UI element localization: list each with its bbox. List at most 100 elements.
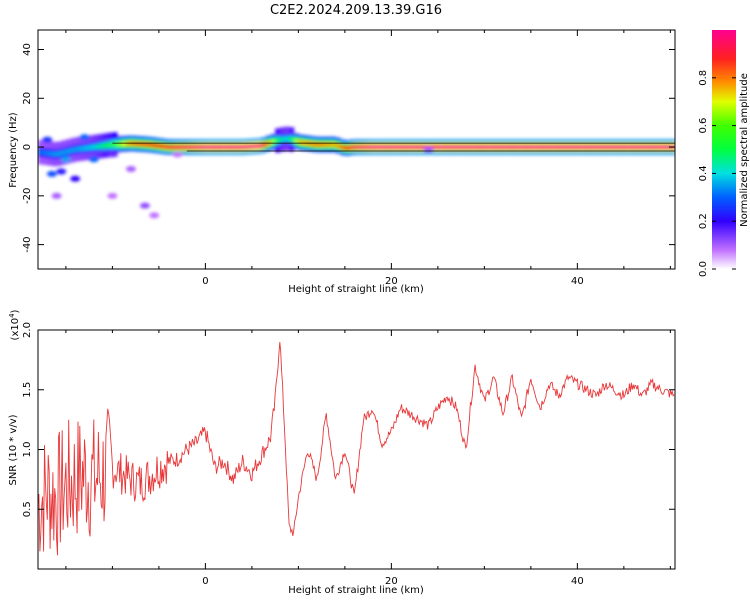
spectrogram-cell-core (112, 142, 118, 147)
spectrogram-cell-core (42, 150, 48, 156)
snr-marks (38, 335, 675, 556)
spectrogram-noise-blob (139, 202, 150, 209)
spectrogram-cell-core (307, 141, 313, 146)
colorbar-tick-label: 0.8 (698, 70, 709, 86)
snr-data-point (223, 461, 224, 462)
spectrogram-cell-core (47, 151, 53, 156)
snr-data-point (130, 479, 131, 480)
spectrogram-cell-core (544, 144, 551, 150)
colorbar-tick-label: 0.0 (698, 261, 709, 277)
snr-panel: 0 20 40 0.5 1.0 1.5 2.0 Height of straight lin… (8, 309, 676, 596)
spectrogram-cell-core (391, 144, 397, 150)
spectrogram-cell-core (396, 144, 402, 150)
snr-data-point (251, 473, 252, 474)
snr-data-point (75, 479, 76, 480)
spectrogram-cell-core (223, 144, 230, 150)
spectrogram-cell-core (344, 145, 351, 151)
spectrogram-noise-blob (42, 136, 53, 143)
snr-series-line (38, 342, 675, 556)
snr-data-point (233, 479, 234, 480)
spectrogram-cell-core (261, 142, 267, 148)
spectrogram-cell-core (563, 144, 569, 150)
snr-data-point (567, 377, 568, 378)
snr-data-point (428, 425, 429, 426)
spectrogram-cell-core (98, 143, 104, 149)
spectrogram-cell-core (228, 144, 234, 150)
snr-data-point (293, 533, 294, 534)
spectrogram-cell-core (330, 142, 337, 147)
snr-data-point (549, 383, 550, 384)
spectrogram-cell-core (335, 143, 341, 148)
spectrogram-cell-core (614, 144, 620, 150)
snr-data-point (242, 461, 243, 462)
snr-data-point (437, 407, 438, 408)
spectrogram-cell-core (623, 144, 630, 150)
spectrogram-cell-core (279, 137, 286, 142)
spectrogram-y-tick-label: 40 (22, 43, 33, 56)
spectrogram-cell-core (661, 144, 667, 150)
spectrogram-noise-blob (46, 170, 57, 177)
spectrogram-noise-blob (79, 134, 90, 141)
spectrogram-cell-core (219, 144, 225, 150)
spectrogram-cell-core (256, 143, 262, 149)
spectrogram-cell-core (61, 150, 67, 155)
spectrogram-cell-core (456, 144, 462, 150)
spectrogram-cell-core (289, 137, 295, 142)
spectrogram-cell-core (442, 144, 448, 150)
snr-data-point (447, 395, 448, 396)
snr-data-point (284, 425, 285, 426)
colorbar-tick-label: 0.2 (698, 213, 709, 229)
snr-data-point (112, 467, 113, 468)
snr-data-point (465, 449, 466, 450)
spectrogram-cell-core (316, 142, 323, 147)
spectrogram-cell-core (89, 145, 95, 150)
snr-data-point (400, 407, 401, 408)
snr-data-point (279, 335, 280, 336)
snr-data-point (84, 473, 85, 474)
spectrogram-cell-core (554, 144, 560, 150)
spectrogram-cell-core (270, 139, 276, 145)
snr-data-point (577, 383, 578, 384)
spectrogram-noise-blob (149, 212, 160, 219)
spectrogram-cell-core (251, 144, 258, 149)
snr-data-point (140, 482, 141, 483)
spectrogram-cell-core (470, 144, 476, 150)
snr-data-point (205, 431, 206, 432)
snr-data-point (614, 389, 615, 390)
snr-data-point (149, 475, 150, 476)
spectrogram-cell-core (409, 144, 416, 150)
snr-data-point (298, 497, 299, 498)
spectrogram-cell-core (637, 144, 644, 150)
spectrogram-cell-core (609, 144, 616, 150)
spectrogram-noise-blob (70, 175, 81, 182)
snr-y-multiplier: (x104) (8, 309, 21, 340)
colorbar-tick-label: 0.4 (698, 165, 709, 181)
snr-data-point (168, 461, 169, 462)
snr-data-point (586, 389, 587, 390)
snr-data-point (316, 479, 317, 480)
spectrogram-cell-core (93, 144, 100, 149)
snr-data-point (363, 419, 364, 420)
spectrogram-cell-core (275, 138, 281, 143)
spectrogram-cell-core (154, 143, 160, 148)
spectrogram-cell-core (372, 144, 379, 150)
spectrogram-cell-core (237, 144, 244, 150)
snr-data-point (275, 401, 276, 402)
spectrogram-cell-core (298, 140, 304, 145)
spectrogram-x-axis-label: Height of straight line (km) (288, 284, 424, 295)
spectrogram-marks (38, 126, 675, 219)
spectrogram-cell-core (461, 144, 467, 150)
snr-data-point (344, 449, 345, 450)
spectrogram-cell-core (414, 144, 420, 150)
snr-data-point (521, 419, 522, 420)
colorbar: 0.0 0.2 0.4 0.6 0.8 Normalized spectral ampl… (698, 30, 750, 277)
spectrogram-cell-core (247, 144, 253, 149)
spectrogram-cell-core (196, 144, 202, 150)
snr-data-point (633, 383, 634, 384)
spectrogram-cell-core (558, 144, 565, 150)
spectrogram-cell-core (163, 144, 169, 149)
spectrogram-cell-core (168, 144, 174, 150)
spectrogram-cell-core (233, 144, 239, 150)
snr-data-point (493, 377, 494, 378)
spectrogram-cell-core (117, 141, 123, 147)
